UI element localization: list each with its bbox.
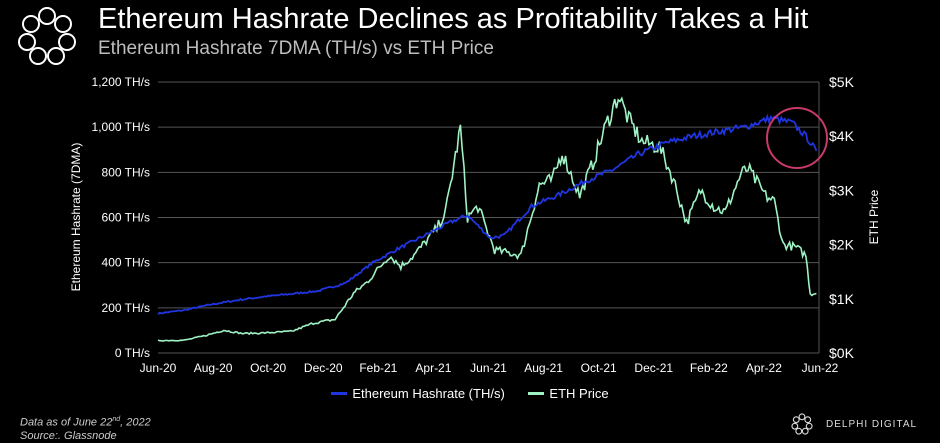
series-line-eth-price <box>157 96 817 342</box>
y-tick-label: 600 TH/s <box>102 211 150 225</box>
data-date-note: Data as of June 22nd, 2022 <box>20 416 151 429</box>
highlight-circle <box>766 107 828 169</box>
y-axis-ticks: 0 TH/s 200 TH/s 400 TH/s 600 TH/s 800 TH/s 1,… <box>92 75 150 360</box>
y-tick-label: 800 TH/s <box>102 165 150 179</box>
y-tick-label: 200 TH/s <box>102 301 150 315</box>
x-tick-label: Feb-21 <box>359 361 397 375</box>
y2-axis-ticks: $0K $1K $2K $3K $4K $5K <box>829 74 855 361</box>
x-tick-label: Dec-21 <box>634 361 673 375</box>
legend: Ethereum Hashrate (TH/s) ETH Price <box>0 383 940 401</box>
x-tick-label: Jun-20 <box>140 361 177 375</box>
y2-tick-label: $0K <box>829 345 855 361</box>
source-note: Source:. Glassnode <box>20 429 117 442</box>
y-tick-label: 0 TH/s <box>115 346 150 360</box>
x-tick-label: Apr-22 <box>746 361 782 375</box>
y2-tick-label: $5K <box>829 74 855 90</box>
x-tick-label: Oct-21 <box>581 361 617 375</box>
footnote: Data as of June 22nd, 2022 Source:. Glas… <box>20 413 151 443</box>
x-tick-label: Aug-20 <box>194 361 233 375</box>
y2-tick-label: $2K <box>829 237 855 253</box>
delphi-logo-icon <box>791 413 813 435</box>
x-tick-label: Apr-21 <box>415 361 451 375</box>
x-tick-label: Aug-21 <box>524 361 563 375</box>
y-tick-label: 400 TH/s <box>102 256 150 270</box>
y-tick-label: 1,000 TH/s <box>92 120 150 134</box>
legend-label: Ethereum Hashrate (TH/s) <box>352 386 505 401</box>
y2-tick-label: $3K <box>829 182 855 198</box>
brand: DELPHI DIGITAL <box>788 410 917 438</box>
x-tick-label: Jun-21 <box>470 361 507 375</box>
x-tick-label: Feb-22 <box>690 361 728 375</box>
y-axis-label: Ethereum Hashrate (7DMA) <box>69 143 83 292</box>
chart-subtitle: Ethereum Hashrate 7DMA (TH/s) vs ETH Pri… <box>98 38 494 59</box>
legend-item-hashrate: Ethereum Hashrate (TH/s) <box>331 386 505 401</box>
x-tick-label: Oct-20 <box>250 361 286 375</box>
legend-label: ETH Price <box>549 386 609 401</box>
y2-tick-label: $1K <box>829 291 855 307</box>
y2-axis-label: ETH Price <box>867 189 881 244</box>
legend-swatch-price <box>528 392 545 395</box>
gridlines <box>158 81 820 354</box>
brand-name: DELPHI DIGITAL <box>826 418 918 430</box>
x-tick-label: Dec-20 <box>304 361 343 375</box>
x-axis-ticks: Jun-20 Aug-20 Oct-20 Dec-20 Feb-21 Apr-21 Jun-… <box>140 361 839 375</box>
y-tick-label: 1,200 TH/s <box>92 75 150 89</box>
legend-item-price: ETH Price <box>528 386 609 401</box>
y2-tick-label: $4K <box>829 128 855 144</box>
legend-swatch-hashrate <box>331 392 348 395</box>
series-line-hashrate <box>157 113 818 315</box>
delphi-logo-icon <box>18 7 76 65</box>
chart-title: Ethereum Hashrate Declines as Profitabil… <box>98 3 809 35</box>
x-tick-label: Jun-22 <box>802 361 839 375</box>
